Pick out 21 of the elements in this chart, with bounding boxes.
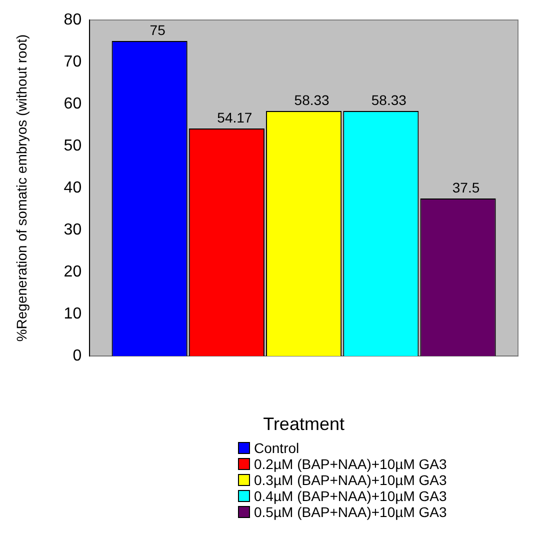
y-tick-label: 0 bbox=[72, 347, 82, 364]
data-label: 58.33 bbox=[371, 92, 407, 108]
data-label: 58.33 bbox=[294, 92, 330, 108]
data-label: 37.5 bbox=[452, 179, 480, 196]
y-axis-title: %Regeneration of somatic embryos (without root) bbox=[13, 34, 30, 342]
y-tick-label: 70 bbox=[64, 53, 82, 70]
legend-label: 0.2µM (BAP+NAA)+10µM GA3 bbox=[254, 456, 447, 472]
y-tick-label: 60 bbox=[64, 95, 82, 112]
y-tick-label: 50 bbox=[64, 137, 82, 154]
y-tick-label: 30 bbox=[64, 221, 82, 238]
legend-label: 0.4µM (BAP+NAA)+10µM GA3 bbox=[254, 488, 447, 504]
y-tick-label: 10 bbox=[64, 305, 82, 322]
y-tick-label: 40 bbox=[64, 179, 82, 196]
legend-label: 0.3µM (BAP+NAA)+10µM GA3 bbox=[254, 472, 447, 488]
y-tick-label: 80 bbox=[64, 11, 82, 28]
legend-label: Control bbox=[254, 440, 300, 456]
data-label: 75 bbox=[150, 22, 166, 38]
x-axis-title: Treatment bbox=[263, 414, 344, 434]
legend-label: 0.5µM (BAP+NAA)+10µM GA3 bbox=[254, 504, 447, 520]
y-tick-label: 20 bbox=[64, 263, 82, 280]
data-label: 54.17 bbox=[217, 109, 252, 126]
